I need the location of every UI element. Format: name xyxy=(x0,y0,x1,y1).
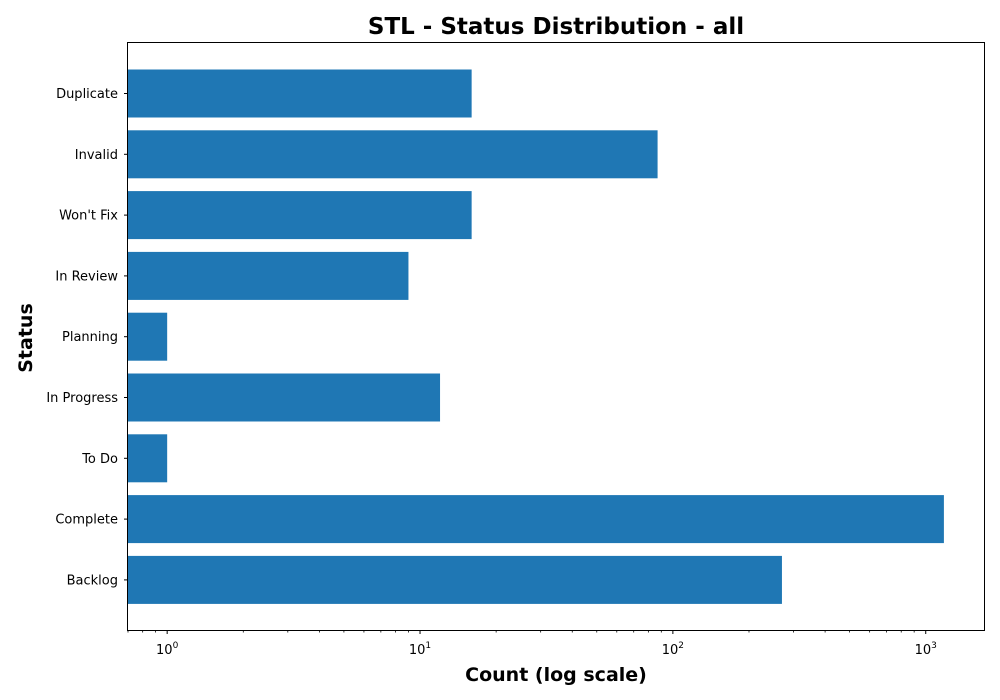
y-tick-label: Complete xyxy=(55,513,118,528)
y-tick-label: Duplicate xyxy=(56,87,118,102)
bar-invalid xyxy=(128,130,658,179)
y-tick-label: Backlog xyxy=(67,573,118,588)
y-tick-label: In Review xyxy=(55,269,118,284)
bar-backlog xyxy=(128,555,782,604)
x-axis: 100 101 102 103 xyxy=(127,630,937,658)
x-tick-label: 102 xyxy=(662,641,684,658)
bar-in-review xyxy=(128,251,409,300)
chart-title: STL - Status Distribution - all xyxy=(368,14,744,40)
bars-group xyxy=(128,69,944,604)
x-tick-label: 103 xyxy=(915,641,937,658)
y-axis: Duplicate Invalid Won't Fix In Review Planni… xyxy=(46,87,128,588)
x-axis-title: Count (log scale) xyxy=(465,664,647,686)
y-tick-label: To Do xyxy=(81,452,118,467)
bar-in-progress xyxy=(128,373,441,422)
bar-duplicate xyxy=(128,69,472,118)
bar-won-t-fix xyxy=(128,191,472,240)
y-tick-label: Invalid xyxy=(75,148,118,163)
y-tick-label: In Progress xyxy=(46,391,118,406)
bar-complete xyxy=(128,495,944,544)
bar-planning xyxy=(128,312,168,361)
x-tick-label: 101 xyxy=(409,641,431,658)
bar-to-do xyxy=(128,434,168,483)
y-tick-label: Planning xyxy=(62,330,118,345)
y-tick-label: Won't Fix xyxy=(59,209,118,224)
y-axis-title: Status xyxy=(15,303,37,373)
x-tick-label: 100 xyxy=(156,641,179,658)
